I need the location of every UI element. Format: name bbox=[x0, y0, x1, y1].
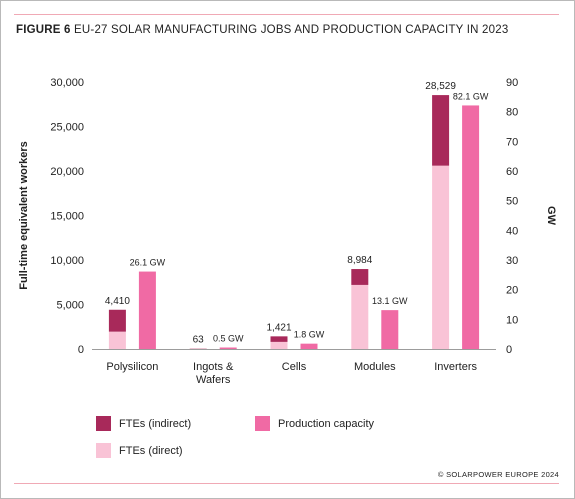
bar-fte-direct bbox=[432, 165, 450, 349]
left-axis-tick-label: 20,000 bbox=[50, 166, 84, 178]
data-label-fte-total: 8,984 bbox=[347, 255, 372, 266]
bar-fte-direct bbox=[108, 331, 126, 349]
figure-label: FIGURE 6 bbox=[16, 24, 71, 36]
legend-label-fte-indirect: FTEs (indirect) bbox=[119, 417, 192, 430]
left-axis-tick-label: 25,000 bbox=[50, 122, 84, 134]
bar-fte-indirect bbox=[270, 336, 288, 342]
data-label-fte-total: 4,410 bbox=[105, 296, 130, 307]
data-label-capacity: 82.1 GW bbox=[453, 91, 489, 101]
legend-label-production-capacity: Production capacity bbox=[278, 417, 374, 430]
legend-fte-direct: FTEs (direct) bbox=[96, 443, 183, 458]
right-axis-tick-label: 0 bbox=[506, 344, 512, 356]
bar-fte-indirect bbox=[351, 269, 369, 285]
data-label-capacity: 26.1 GW bbox=[130, 258, 166, 268]
right-axis-tick-label: 80 bbox=[506, 107, 518, 119]
legend-fte-indirect: FTEs (indirect) bbox=[96, 416, 191, 431]
legend-swatch-fte-indirect bbox=[96, 416, 111, 431]
bar-production-capacity bbox=[138, 271, 156, 349]
left-axis-tick-label: 10,000 bbox=[50, 255, 84, 267]
data-label-fte-total: 63 bbox=[193, 334, 205, 345]
right-axis-tick-label: 50 bbox=[506, 196, 518, 208]
left-axis-tick-label: 5,000 bbox=[56, 300, 84, 312]
right-axis-tick-label: 10 bbox=[506, 314, 518, 326]
right-axis-tick-label: 40 bbox=[506, 225, 518, 237]
right-axis-title: GW bbox=[545, 206, 557, 226]
category-label: Cells bbox=[282, 361, 307, 373]
bar-production-capacity bbox=[462, 105, 480, 349]
data-label-capacity: 13.1 GW bbox=[372, 296, 408, 306]
bar-fte-indirect bbox=[432, 95, 450, 166]
right-axis-tick-label: 20 bbox=[506, 285, 518, 297]
data-label-fte-total: 1,421 bbox=[266, 322, 291, 333]
figure-title: FIGURE 6 EU-27 SOLAR MANUFACTURING JOBS … bbox=[16, 24, 508, 36]
left-axis-tick-label: 15,000 bbox=[50, 211, 84, 223]
figure-title-text: EU-27 SOLAR MANUFACTURING JOBS AND PRODU… bbox=[74, 24, 509, 36]
left-axis-title: Full-time equivalent workers bbox=[18, 141, 30, 290]
legend-swatch-production-capacity bbox=[255, 416, 270, 431]
category-label: Ingots & bbox=[193, 361, 234, 373]
data-label-capacity: 0.5 GW bbox=[213, 334, 244, 344]
right-axis-tick-label: 70 bbox=[506, 136, 518, 148]
category-label: Polysilicon bbox=[106, 361, 158, 373]
bar-production-capacity bbox=[219, 347, 237, 349]
legend-production-capacity: Production capacity bbox=[255, 416, 374, 431]
bar-production-capacity bbox=[300, 343, 318, 349]
top-rule bbox=[14, 14, 559, 15]
bottom-rule bbox=[14, 483, 559, 484]
right-axis-tick-label: 60 bbox=[506, 166, 518, 178]
copyright: © SOLARPOWER EUROPE 2024 bbox=[437, 470, 559, 479]
data-label-fte-total: 28,529 bbox=[425, 81, 456, 92]
category-label: Modules bbox=[354, 361, 396, 373]
bar-production-capacity bbox=[381, 310, 399, 349]
right-axis-tick-label: 90 bbox=[506, 77, 518, 89]
bar-fte-direct bbox=[270, 341, 288, 349]
left-axis-tick-label: 30,000 bbox=[50, 77, 84, 89]
category-label: Inverters bbox=[434, 361, 477, 373]
legend-swatch-fte-direct bbox=[96, 443, 111, 458]
right-axis-tick-label: 30 bbox=[506, 255, 518, 267]
bar-fte-indirect bbox=[108, 309, 126, 332]
legend-label-fte-direct: FTEs (direct) bbox=[119, 444, 183, 457]
category-label: Wafers bbox=[196, 374, 231, 386]
left-axis-tick-label: 0 bbox=[78, 344, 84, 356]
bar-fte-direct bbox=[351, 284, 369, 349]
data-label-capacity: 1.8 GW bbox=[294, 330, 325, 340]
